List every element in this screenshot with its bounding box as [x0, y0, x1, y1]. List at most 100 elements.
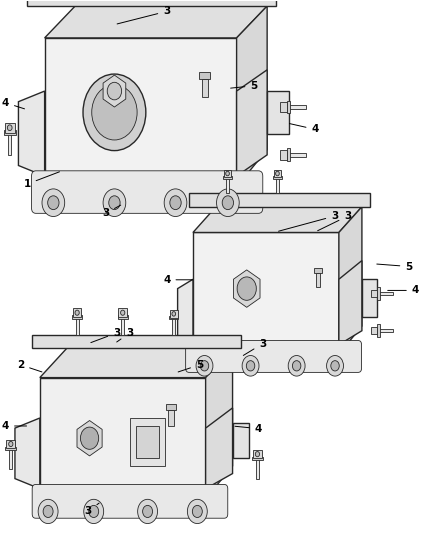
Text: 4: 4 — [290, 124, 319, 134]
Circle shape — [293, 361, 301, 371]
Polygon shape — [205, 408, 233, 489]
Text: 3: 3 — [117, 328, 133, 342]
FancyBboxPatch shape — [136, 425, 159, 458]
Bar — [286, 149, 290, 161]
Polygon shape — [40, 348, 233, 377]
FancyBboxPatch shape — [130, 418, 165, 465]
Polygon shape — [45, 6, 267, 38]
Circle shape — [200, 361, 209, 371]
Circle shape — [187, 499, 207, 523]
Bar — [276, 177, 279, 193]
Bar — [5, 447, 16, 450]
Bar — [280, 150, 286, 160]
Text: 5: 5 — [231, 81, 258, 91]
Polygon shape — [193, 207, 362, 232]
Circle shape — [246, 361, 255, 371]
Text: 3: 3 — [279, 211, 339, 231]
Bar — [72, 315, 82, 319]
Polygon shape — [103, 75, 126, 107]
Text: 3: 3 — [244, 338, 266, 356]
Circle shape — [89, 505, 99, 518]
Bar — [7, 440, 15, 448]
Polygon shape — [237, 70, 267, 176]
Polygon shape — [15, 418, 40, 489]
Bar — [286, 101, 290, 114]
Polygon shape — [339, 261, 362, 345]
Circle shape — [226, 171, 230, 176]
Bar — [73, 309, 81, 317]
Bar — [377, 325, 380, 337]
Text: 3: 3 — [318, 211, 351, 231]
Circle shape — [238, 278, 255, 299]
Bar — [118, 309, 127, 317]
Circle shape — [9, 441, 13, 447]
Bar — [288, 153, 307, 157]
Polygon shape — [233, 423, 249, 458]
Circle shape — [170, 196, 181, 209]
Polygon shape — [233, 270, 260, 308]
Polygon shape — [77, 421, 102, 456]
Circle shape — [276, 171, 279, 176]
Text: 4: 4 — [235, 424, 262, 434]
Bar — [5, 123, 14, 133]
Circle shape — [172, 312, 176, 316]
Circle shape — [81, 427, 99, 449]
Circle shape — [38, 499, 58, 523]
FancyBboxPatch shape — [32, 171, 263, 213]
Text: 2: 2 — [17, 360, 42, 372]
Bar — [371, 289, 377, 297]
Circle shape — [43, 505, 53, 518]
Circle shape — [107, 82, 122, 100]
Circle shape — [164, 189, 187, 216]
Bar — [223, 176, 232, 179]
Text: 4: 4 — [388, 286, 419, 295]
Circle shape — [242, 356, 259, 376]
Bar — [274, 170, 281, 177]
Bar — [226, 177, 229, 193]
Text: 4: 4 — [2, 421, 27, 431]
Polygon shape — [362, 279, 377, 317]
Bar — [273, 176, 282, 179]
Polygon shape — [205, 348, 233, 499]
Circle shape — [222, 196, 233, 209]
Circle shape — [192, 505, 202, 518]
Bar — [253, 450, 262, 458]
Bar — [169, 316, 178, 319]
Circle shape — [83, 74, 146, 151]
Bar — [121, 317, 124, 335]
Text: 5: 5 — [377, 262, 413, 271]
Bar — [170, 310, 178, 318]
Polygon shape — [27, 0, 276, 6]
Bar — [378, 292, 392, 295]
Circle shape — [120, 310, 125, 316]
Circle shape — [92, 85, 137, 140]
Polygon shape — [32, 335, 241, 348]
Bar — [4, 131, 16, 135]
Circle shape — [327, 356, 343, 376]
Polygon shape — [267, 91, 289, 134]
Text: 3: 3 — [85, 503, 99, 516]
Bar — [40, 377, 205, 499]
Text: 5: 5 — [178, 360, 203, 372]
Circle shape — [103, 189, 126, 216]
Polygon shape — [178, 279, 193, 345]
Bar — [193, 232, 339, 354]
Bar — [199, 72, 210, 79]
Bar — [45, 38, 237, 187]
Circle shape — [237, 277, 256, 300]
Circle shape — [138, 499, 158, 523]
Bar — [173, 318, 175, 335]
Bar — [288, 105, 307, 109]
Circle shape — [48, 196, 59, 209]
Circle shape — [143, 505, 152, 518]
Circle shape — [255, 451, 260, 457]
Bar — [9, 448, 12, 469]
Bar — [378, 329, 392, 332]
Bar — [316, 273, 321, 287]
Bar — [377, 287, 380, 300]
Bar — [117, 315, 128, 319]
Bar — [166, 405, 176, 410]
Circle shape — [84, 499, 104, 523]
Text: 3: 3 — [117, 6, 170, 24]
Bar — [280, 102, 286, 112]
